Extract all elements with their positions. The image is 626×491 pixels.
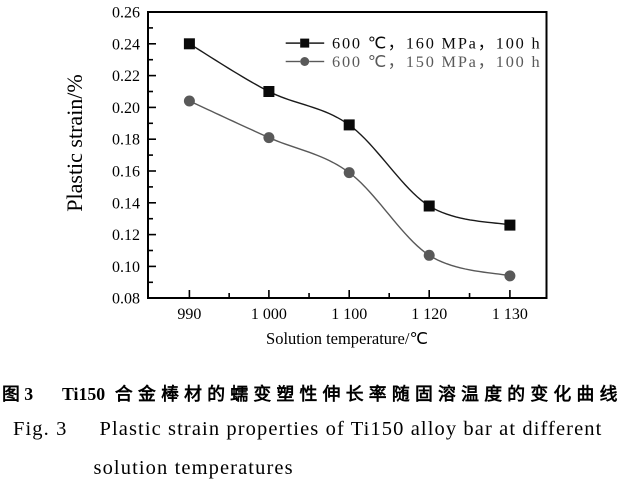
svg-text:0.18: 0.18 xyxy=(112,132,140,149)
svg-text:0.26: 0.26 xyxy=(112,5,140,22)
svg-text:0.16: 0.16 xyxy=(112,164,140,181)
svg-text:1 000: 1 000 xyxy=(251,306,287,323)
svg-text:0.12: 0.12 xyxy=(112,227,140,244)
svg-text:1 120: 1 120 xyxy=(411,306,447,323)
svg-text:Plastic strain/%: Plastic strain/% xyxy=(62,74,87,211)
svg-text:990: 990 xyxy=(177,306,201,323)
svg-text:0.22: 0.22 xyxy=(112,68,140,85)
svg-text:0.24: 0.24 xyxy=(112,36,140,53)
svg-text:0.20: 0.20 xyxy=(112,100,140,117)
svg-text:0.08: 0.08 xyxy=(112,291,140,308)
svg-text:0.10: 0.10 xyxy=(112,259,140,276)
svg-text:Solution temperature/℃: Solution temperature/℃ xyxy=(266,329,428,348)
svg-text:600 ℃，150 MPa，100 h: 600 ℃，150 MPa，100 h xyxy=(332,52,541,71)
svg-text:0.14: 0.14 xyxy=(112,195,140,212)
svg-text:600 ℃，160 MPa，100 h: 600 ℃，160 MPa，100 h xyxy=(332,34,541,53)
svg-text:1 130: 1 130 xyxy=(492,306,528,323)
svg-text:1 100: 1 100 xyxy=(331,306,367,323)
